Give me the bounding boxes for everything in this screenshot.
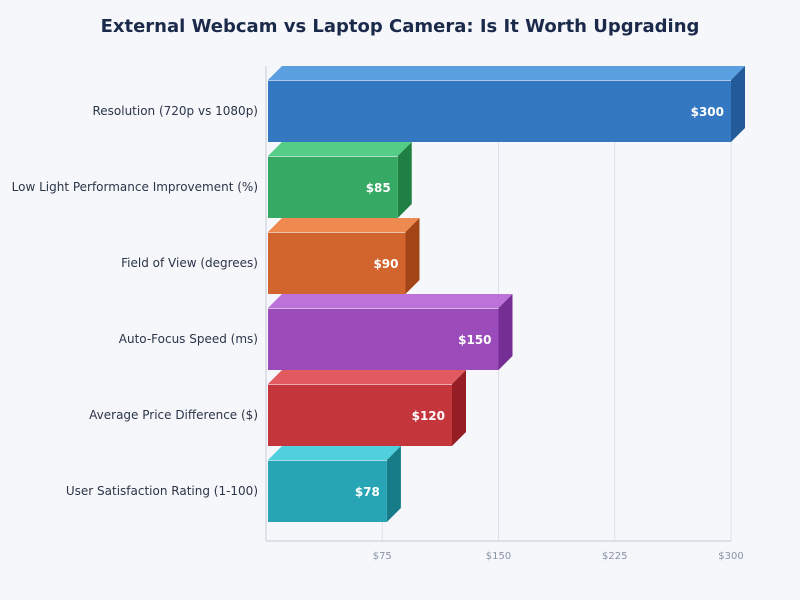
y-category-label: Low Light Performance Improvement (%) bbox=[12, 180, 258, 194]
data-label: $85 bbox=[366, 181, 391, 195]
x-tick-label: $300 bbox=[718, 551, 743, 562]
data-label: $90 bbox=[373, 257, 398, 271]
data-label: $78 bbox=[355, 485, 380, 499]
bar bbox=[268, 384, 452, 446]
bar-side-face bbox=[498, 294, 513, 370]
data-label: $300 bbox=[691, 105, 724, 119]
bar bbox=[268, 232, 406, 294]
bar-top-face bbox=[268, 66, 745, 80]
y-category-label: User Satisfaction Rating (1-100) bbox=[66, 484, 258, 498]
bar bbox=[268, 156, 398, 218]
bar bbox=[268, 308, 499, 370]
y-category-label: Auto-Focus Speed (ms) bbox=[119, 332, 258, 346]
bar-side-face bbox=[397, 142, 412, 218]
bar-top-face bbox=[268, 142, 412, 156]
bar-side-face bbox=[405, 218, 420, 294]
bar bbox=[268, 460, 387, 522]
bar-top-face bbox=[268, 294, 513, 308]
bar bbox=[268, 80, 731, 142]
y-category-label: Resolution (720p vs 1080p) bbox=[92, 104, 258, 118]
bar-top-face bbox=[268, 370, 466, 384]
y-category-label: Field of View (degrees) bbox=[121, 256, 258, 270]
x-tick-label: $225 bbox=[602, 551, 627, 562]
bar-top-face bbox=[268, 218, 420, 232]
bar-side-face bbox=[731, 66, 745, 142]
x-tick-label: $150 bbox=[486, 551, 511, 562]
chart-title: External Webcam vs Laptop Camera: Is It … bbox=[100, 16, 700, 37]
bar-side-face bbox=[452, 370, 466, 446]
bar-top-face bbox=[268, 446, 401, 460]
bar-side-face bbox=[386, 446, 401, 522]
y-category-label: Average Price Difference ($) bbox=[89, 408, 258, 422]
x-tick-label: $75 bbox=[373, 551, 392, 562]
data-label: $120 bbox=[412, 409, 445, 423]
data-label: $150 bbox=[458, 333, 491, 347]
